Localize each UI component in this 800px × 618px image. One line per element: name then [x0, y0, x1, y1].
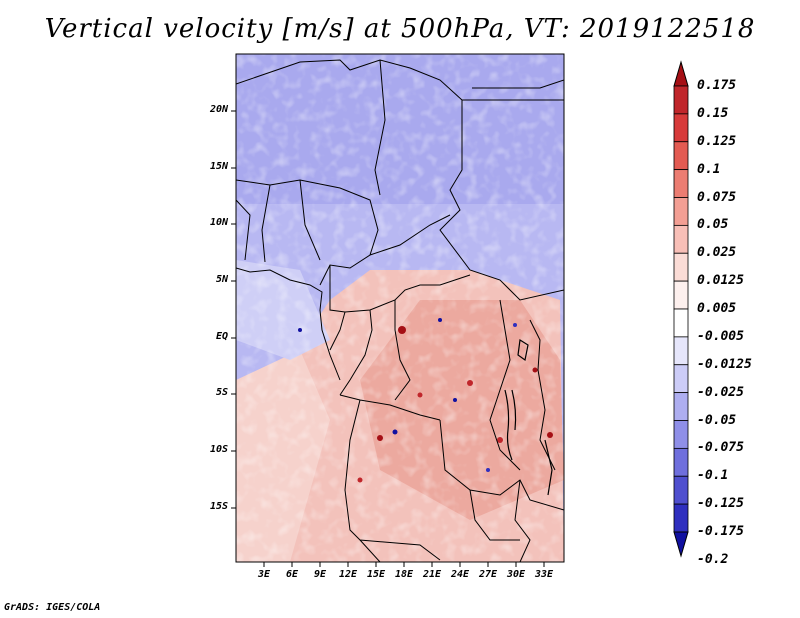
colorbar-swatch	[673, 420, 689, 449]
lon-label: 3E	[257, 569, 271, 580]
lakes	[504, 338, 553, 496]
colorbar-tick-label: 0.075	[697, 189, 737, 205]
lat-label: 15S	[209, 501, 228, 512]
colorbar-tick-label: 0.1	[697, 161, 721, 177]
colorbar-tick-label: -0.005	[697, 328, 744, 344]
lon-label: 12E	[338, 569, 358, 580]
colorbar-tick-label: 0.0125	[697, 273, 744, 289]
colorbar-swatch	[673, 280, 689, 310]
lat-label: 20N	[209, 104, 228, 115]
colorbar-swatch	[673, 141, 689, 171]
colorbar-tick-label: -0.075	[697, 440, 744, 456]
lat-label: 10N	[209, 217, 228, 228]
colorbar-tick-label: 0.005	[697, 301, 737, 316]
colorbar-tick-label: -0.175	[697, 524, 744, 539]
colorbar-tick-label: -0.05	[697, 412, 737, 428]
colorbar-swatch	[673, 113, 689, 143]
colorbar-swatch	[673, 224, 689, 254]
lon-label: 33E	[534, 569, 554, 580]
colorbar-swatch	[673, 308, 689, 338]
lon-label: 9E	[313, 569, 327, 580]
colorbar	[673, 60, 689, 558]
lat-label: 5S	[215, 387, 228, 398]
colorbar-swatch	[673, 475, 689, 505]
lat-ticks	[231, 110, 236, 509]
lon-label: 6E	[285, 569, 299, 580]
credit-text: GrADS: IGES/COLA	[4, 602, 101, 613]
lon-label: 27E	[478, 569, 498, 580]
colorbar-swatch	[673, 392, 689, 421]
colorbar-tick-label: -0.025	[697, 384, 744, 400]
convective-cells	[298, 318, 553, 483]
lon-label: 15E	[366, 569, 386, 580]
colorbar-swatch	[673, 197, 689, 226]
colorbar-swatch	[673, 252, 689, 282]
lat-label: 15N	[209, 161, 228, 172]
lat-label: EQ	[215, 331, 228, 342]
colorbar-tick-label: 0.025	[697, 245, 737, 261]
colorbar-swatch	[673, 503, 689, 533]
colorbar-tick-label: -0.1	[697, 468, 729, 484]
colorbar-tick-label: -0.2	[697, 551, 729, 567]
colorbar-top-arrow	[673, 60, 689, 87]
colorbar-tick-label: 0.125	[697, 133, 737, 149]
colorbar-tick-label: 0.175	[697, 78, 737, 93]
colorbar-tick-label: 0.15	[697, 105, 729, 121]
coastline	[236, 267, 341, 381]
colorbar-swatch	[673, 447, 689, 477]
colorbar-tick-label: 0.05	[697, 217, 729, 233]
lat-label: 5N	[215, 274, 228, 285]
colorbar-swatch	[673, 364, 689, 394]
lon-label: 30E	[506, 569, 526, 580]
lon-ticks	[263, 562, 545, 567]
colorbar-bottom-arrow	[673, 531, 689, 558]
lon-label: 24E	[450, 569, 470, 580]
map-field	[236, 54, 564, 562]
colorbar-tick-label: -0.125	[697, 496, 744, 512]
colorbar-swatch	[673, 336, 689, 366]
map-title: Vertical velocity [m/s] at 500hPa, VT: 2…	[44, 14, 756, 44]
lon-label: 21E	[422, 569, 442, 580]
colorbar-tick-label: -0.0125	[697, 356, 752, 372]
colorbar-swatch	[673, 85, 689, 115]
country-borders	[236, 59, 564, 562]
lat-label: 10S	[209, 444, 228, 455]
map-frame	[235, 53, 565, 563]
colorbar-swatch	[673, 169, 689, 198]
lon-label: 18E	[394, 569, 414, 580]
